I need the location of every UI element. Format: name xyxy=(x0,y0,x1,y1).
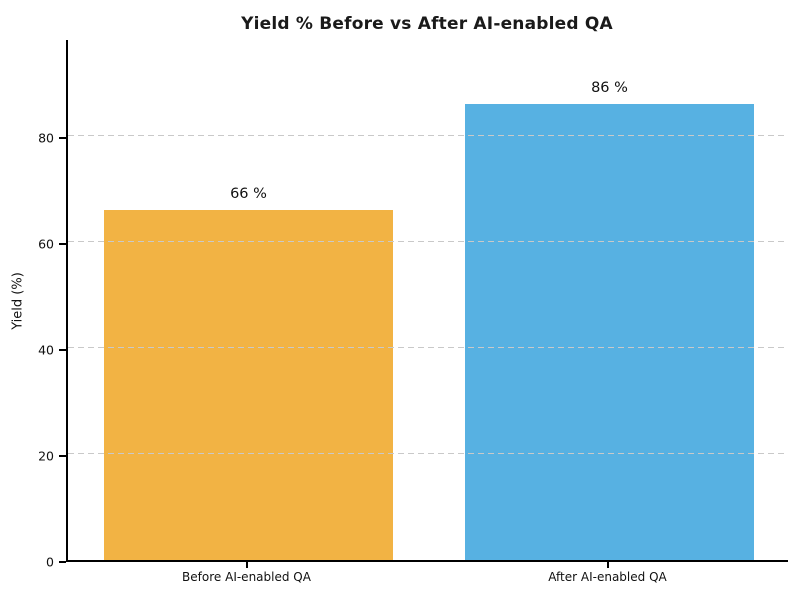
bar-after xyxy=(465,104,754,560)
y-tick-mark xyxy=(59,137,66,140)
y-tick-mark xyxy=(59,349,66,352)
y-tick-mark xyxy=(59,455,66,457)
y-tick-mark xyxy=(59,561,66,563)
bar-value-label: 86 % xyxy=(591,80,628,97)
y-tick-mark xyxy=(59,243,66,246)
bars-layer: 66 % 86 % xyxy=(68,40,788,560)
plot-area: 66 % 86 % xyxy=(66,40,788,562)
y-tick-label: 60 xyxy=(38,236,54,252)
y-tick-label: 80 xyxy=(38,130,54,146)
x-tick-mark xyxy=(606,562,609,568)
x-tick-label: After AI-enabled QA xyxy=(548,570,667,584)
bar-value-label: 66 % xyxy=(230,186,267,203)
y-tick-label: 40 xyxy=(38,342,54,358)
y-tick-label: 0 xyxy=(46,554,54,570)
x-tick-label: Before AI-enabled QA xyxy=(182,570,311,584)
bar-before xyxy=(104,210,393,560)
x-tick-mark xyxy=(245,562,248,568)
y-axis-label: Yield (%) xyxy=(10,272,26,330)
y-tick-label: 20 xyxy=(38,448,54,464)
chart-title: Yield % Before vs After AI-enabled QA xyxy=(241,14,613,34)
